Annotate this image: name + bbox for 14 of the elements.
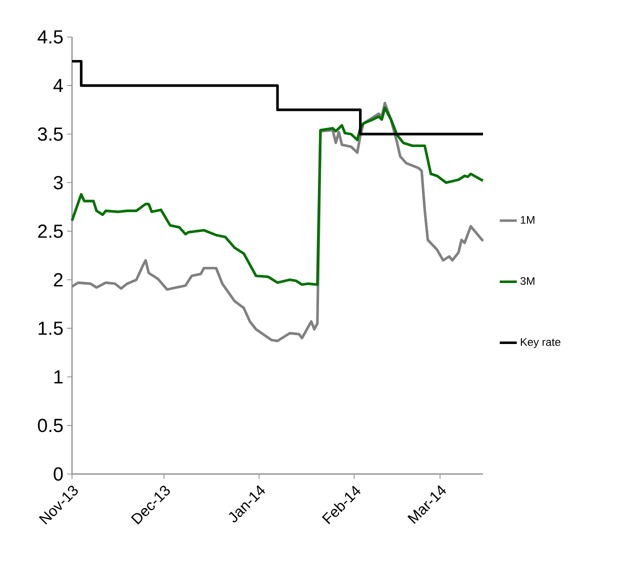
y-tick-label: 1: [54, 370, 63, 384]
legend-label: 1M: [520, 216, 534, 224]
y-tick-label: 2.5: [38, 224, 63, 238]
y-tick-label: 4: [53, 79, 63, 92]
y-tick-label: 1.5: [38, 322, 63, 335]
y-tick-label: 2: [54, 273, 63, 286]
y-tick-label: 3: [54, 176, 63, 190]
legend-label: 3M: [520, 277, 534, 285]
legend-label: Key rate: [520, 338, 560, 348]
y-tick-label: 3.5: [38, 127, 63, 141]
y-tick-label: 0.5: [38, 418, 63, 432]
line-series: [70, 106, 484, 286]
y-tick-label: 0: [54, 467, 63, 481]
y-tick-label: 4.5: [38, 30, 63, 44]
